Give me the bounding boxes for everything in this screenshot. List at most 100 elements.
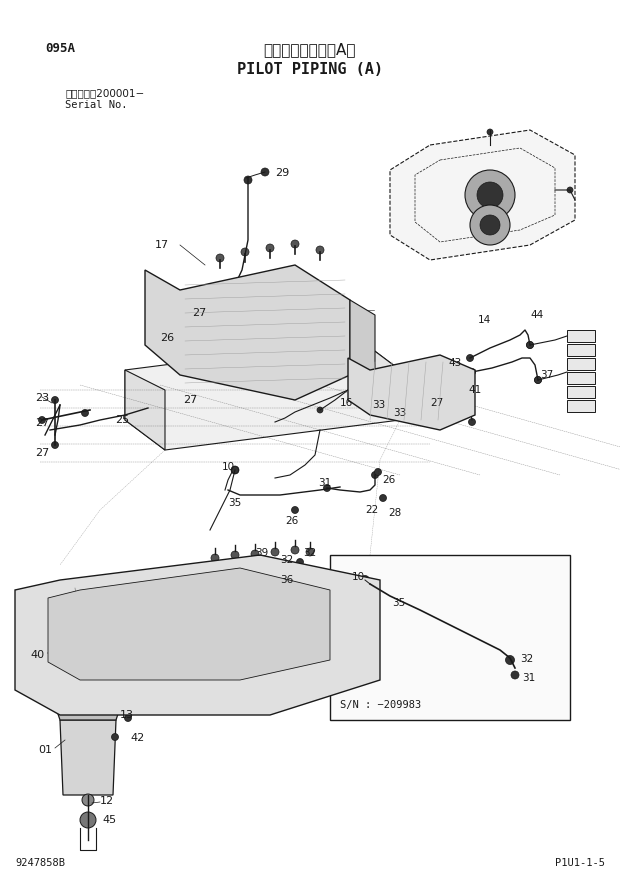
Circle shape xyxy=(374,469,381,476)
Circle shape xyxy=(324,484,330,491)
Text: 10: 10 xyxy=(352,572,365,582)
Circle shape xyxy=(567,187,573,193)
Text: 12: 12 xyxy=(100,796,114,806)
Circle shape xyxy=(308,613,332,637)
Text: 28: 28 xyxy=(388,508,401,518)
Circle shape xyxy=(237,317,243,323)
Circle shape xyxy=(251,550,259,558)
Circle shape xyxy=(51,397,58,404)
Text: 35: 35 xyxy=(228,498,241,508)
Text: 17: 17 xyxy=(155,240,169,250)
Text: 41: 41 xyxy=(468,385,481,395)
Circle shape xyxy=(186,629,214,657)
Circle shape xyxy=(162,637,178,653)
Circle shape xyxy=(379,494,386,501)
Circle shape xyxy=(505,655,515,665)
Circle shape xyxy=(448,368,456,376)
Circle shape xyxy=(477,182,503,208)
Circle shape xyxy=(469,419,476,426)
Polygon shape xyxy=(348,355,475,430)
Text: 適用号機　200001−: 適用号機 200001− xyxy=(65,88,144,98)
Circle shape xyxy=(122,632,158,668)
Text: 22: 22 xyxy=(365,505,378,515)
Circle shape xyxy=(216,254,224,262)
Polygon shape xyxy=(48,568,330,680)
Text: Serial No.: Serial No. xyxy=(65,100,128,110)
Text: S/N : −209983: S/N : −209983 xyxy=(340,700,421,710)
Text: 29: 29 xyxy=(275,168,290,178)
Circle shape xyxy=(231,466,239,474)
Text: 31: 31 xyxy=(522,673,535,683)
Bar xyxy=(330,555,570,720)
Text: 26: 26 xyxy=(382,475,396,485)
Circle shape xyxy=(81,409,89,416)
Polygon shape xyxy=(56,708,120,720)
Circle shape xyxy=(108,608,132,632)
Circle shape xyxy=(197,307,203,313)
Circle shape xyxy=(360,576,370,584)
Circle shape xyxy=(266,244,274,252)
Circle shape xyxy=(262,587,288,613)
Circle shape xyxy=(296,559,304,566)
Circle shape xyxy=(98,598,142,642)
Circle shape xyxy=(451,370,459,378)
Circle shape xyxy=(465,170,515,220)
Circle shape xyxy=(211,301,219,309)
Circle shape xyxy=(290,627,320,657)
Circle shape xyxy=(272,642,308,678)
Circle shape xyxy=(174,336,182,343)
Circle shape xyxy=(167,589,203,625)
Text: 10: 10 xyxy=(222,462,235,472)
Text: 27: 27 xyxy=(192,308,206,318)
Text: 9247858B: 9247858B xyxy=(15,858,65,868)
Text: PILOT PIPING (A): PILOT PIPING (A) xyxy=(237,62,383,77)
Circle shape xyxy=(131,641,149,659)
Circle shape xyxy=(469,369,476,376)
Circle shape xyxy=(125,715,131,722)
Circle shape xyxy=(237,337,243,343)
Circle shape xyxy=(176,598,194,616)
Circle shape xyxy=(526,342,533,349)
Circle shape xyxy=(456,386,464,394)
Polygon shape xyxy=(360,340,400,420)
Circle shape xyxy=(291,546,299,554)
Circle shape xyxy=(193,636,207,650)
Text: パイロット配管（A）: パイロット配管（A） xyxy=(264,42,356,57)
Text: 44: 44 xyxy=(530,310,543,320)
Circle shape xyxy=(317,407,323,413)
Circle shape xyxy=(75,645,105,675)
Text: 33: 33 xyxy=(393,408,406,418)
Text: 36: 36 xyxy=(280,575,293,585)
Polygon shape xyxy=(145,265,350,400)
Circle shape xyxy=(466,355,474,362)
Circle shape xyxy=(277,309,283,315)
Circle shape xyxy=(275,569,281,576)
Circle shape xyxy=(51,442,58,449)
Circle shape xyxy=(271,548,279,556)
Polygon shape xyxy=(60,720,116,795)
Text: 14: 14 xyxy=(478,315,491,325)
Circle shape xyxy=(480,215,500,235)
Circle shape xyxy=(154,629,186,661)
Circle shape xyxy=(59,652,65,658)
Polygon shape xyxy=(15,555,380,715)
Circle shape xyxy=(199,588,231,620)
Text: 42: 42 xyxy=(130,733,144,743)
Circle shape xyxy=(297,285,303,291)
Bar xyxy=(567,372,595,384)
Circle shape xyxy=(257,312,263,318)
Polygon shape xyxy=(390,130,575,260)
Text: 27: 27 xyxy=(183,395,197,405)
Text: 095A: 095A xyxy=(45,42,75,55)
Circle shape xyxy=(257,292,263,298)
Circle shape xyxy=(526,342,533,349)
Circle shape xyxy=(197,327,203,333)
Circle shape xyxy=(487,129,493,135)
Text: 26: 26 xyxy=(285,516,298,526)
Polygon shape xyxy=(125,370,165,450)
Circle shape xyxy=(217,629,243,655)
Text: 43: 43 xyxy=(448,358,461,368)
Circle shape xyxy=(145,602,165,622)
Text: 27: 27 xyxy=(35,418,49,428)
Circle shape xyxy=(396,381,404,389)
